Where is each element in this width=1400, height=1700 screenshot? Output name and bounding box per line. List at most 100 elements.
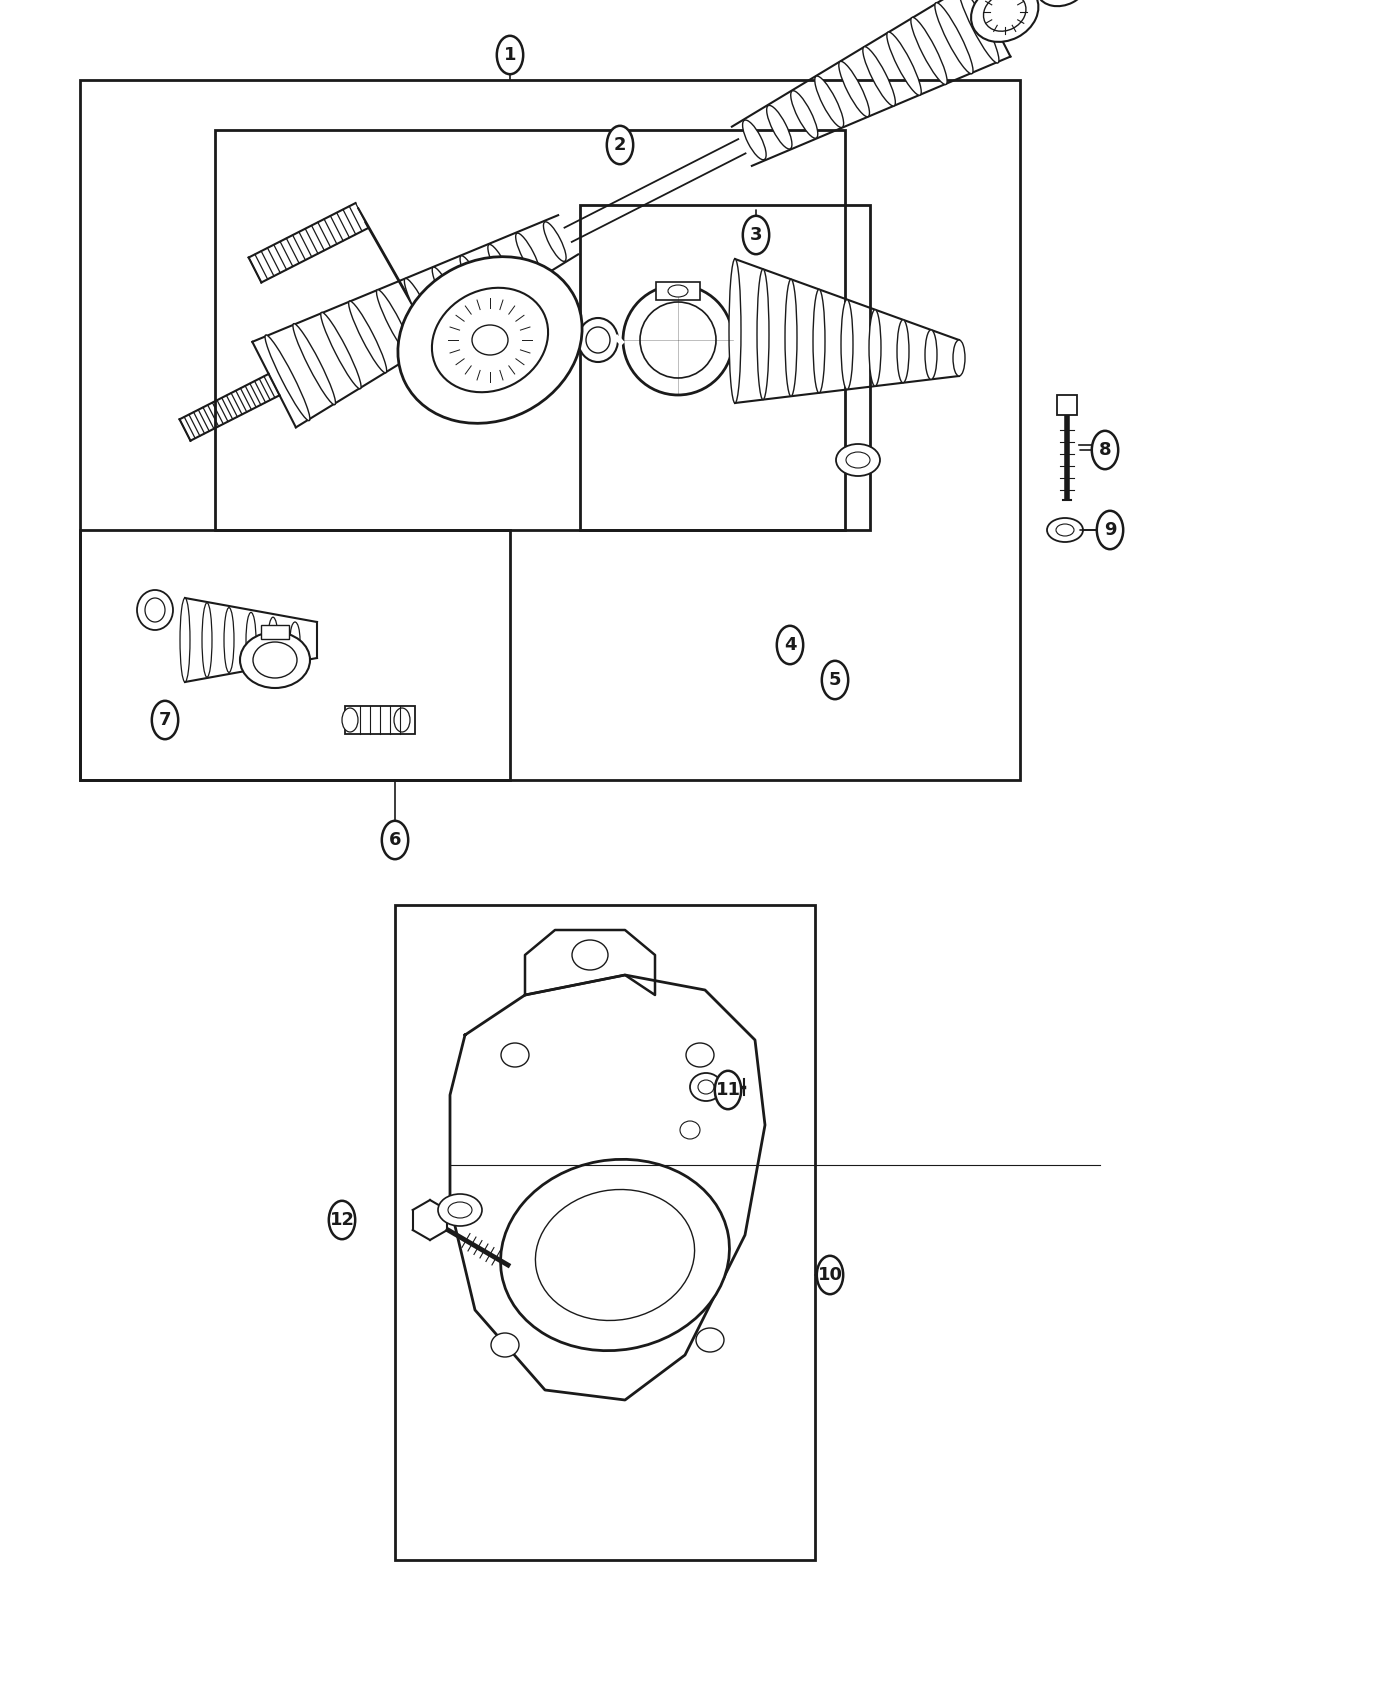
Ellipse shape xyxy=(680,1120,700,1139)
Ellipse shape xyxy=(935,3,973,73)
Ellipse shape xyxy=(699,1080,714,1095)
Ellipse shape xyxy=(959,0,1000,63)
Text: 10: 10 xyxy=(818,1266,843,1284)
Text: 6: 6 xyxy=(389,831,402,848)
Ellipse shape xyxy=(953,340,965,376)
Ellipse shape xyxy=(137,590,174,631)
Ellipse shape xyxy=(841,299,853,389)
Ellipse shape xyxy=(461,255,489,309)
Ellipse shape xyxy=(1096,510,1123,549)
Ellipse shape xyxy=(487,245,515,292)
Ellipse shape xyxy=(972,0,1039,42)
Text: 7: 7 xyxy=(158,711,171,729)
Ellipse shape xyxy=(777,626,804,665)
Ellipse shape xyxy=(1056,524,1074,536)
Text: 5: 5 xyxy=(829,672,841,688)
Ellipse shape xyxy=(433,287,547,393)
Ellipse shape xyxy=(239,632,309,688)
Ellipse shape xyxy=(742,121,766,160)
Ellipse shape xyxy=(543,221,566,262)
Ellipse shape xyxy=(497,36,524,75)
Ellipse shape xyxy=(393,707,410,733)
Ellipse shape xyxy=(767,105,792,150)
Ellipse shape xyxy=(491,1333,519,1357)
Ellipse shape xyxy=(501,1044,529,1068)
Ellipse shape xyxy=(265,335,309,420)
Text: 11: 11 xyxy=(715,1081,741,1098)
Text: 12: 12 xyxy=(329,1210,354,1229)
Ellipse shape xyxy=(897,320,909,382)
Ellipse shape xyxy=(349,301,386,372)
Ellipse shape xyxy=(822,661,848,699)
Ellipse shape xyxy=(1092,430,1119,469)
Ellipse shape xyxy=(715,1071,741,1108)
Ellipse shape xyxy=(1036,0,1089,7)
Text: 3: 3 xyxy=(750,226,762,245)
Ellipse shape xyxy=(813,289,825,393)
Ellipse shape xyxy=(382,821,409,858)
Ellipse shape xyxy=(729,258,741,403)
Ellipse shape xyxy=(573,940,608,971)
Ellipse shape xyxy=(587,326,610,354)
Ellipse shape xyxy=(377,289,412,357)
Ellipse shape xyxy=(181,598,190,682)
Ellipse shape xyxy=(448,1202,472,1217)
Ellipse shape xyxy=(690,1073,722,1102)
Ellipse shape xyxy=(253,643,297,678)
Ellipse shape xyxy=(983,0,1026,31)
Bar xyxy=(260,626,288,639)
Ellipse shape xyxy=(869,309,881,386)
Ellipse shape xyxy=(405,279,438,342)
Ellipse shape xyxy=(342,707,358,733)
Ellipse shape xyxy=(816,1256,843,1294)
Ellipse shape xyxy=(686,1044,714,1068)
Text: 1: 1 xyxy=(504,46,517,65)
Ellipse shape xyxy=(246,612,256,668)
Ellipse shape xyxy=(668,286,687,298)
Ellipse shape xyxy=(321,313,361,389)
Ellipse shape xyxy=(290,622,300,658)
Ellipse shape xyxy=(846,452,869,468)
Ellipse shape xyxy=(757,269,769,400)
Bar xyxy=(580,206,869,530)
Ellipse shape xyxy=(862,46,896,105)
Text: 8: 8 xyxy=(1099,440,1112,459)
Ellipse shape xyxy=(535,1190,694,1321)
Ellipse shape xyxy=(743,216,769,255)
Ellipse shape xyxy=(515,233,540,277)
Ellipse shape xyxy=(886,32,921,95)
Ellipse shape xyxy=(433,267,463,325)
Ellipse shape xyxy=(501,1159,729,1352)
Bar xyxy=(657,282,700,299)
Ellipse shape xyxy=(438,1193,482,1226)
Ellipse shape xyxy=(267,617,279,663)
Bar xyxy=(344,706,414,734)
Ellipse shape xyxy=(578,318,617,362)
Bar xyxy=(216,129,846,530)
Ellipse shape xyxy=(696,1328,724,1352)
Ellipse shape xyxy=(146,598,165,622)
Bar xyxy=(395,904,815,1561)
Ellipse shape xyxy=(791,90,818,138)
Ellipse shape xyxy=(606,126,633,165)
Ellipse shape xyxy=(623,286,734,394)
Ellipse shape xyxy=(925,330,937,379)
Ellipse shape xyxy=(839,61,869,117)
Ellipse shape xyxy=(224,607,234,673)
Ellipse shape xyxy=(640,303,715,377)
Ellipse shape xyxy=(293,323,336,405)
Ellipse shape xyxy=(836,444,881,476)
Ellipse shape xyxy=(472,325,508,355)
Ellipse shape xyxy=(151,700,178,740)
Bar xyxy=(1057,394,1077,415)
Ellipse shape xyxy=(815,76,844,128)
Text: 2: 2 xyxy=(613,136,626,155)
Bar xyxy=(80,530,510,780)
Ellipse shape xyxy=(1047,518,1084,542)
Text: 4: 4 xyxy=(784,636,797,654)
Ellipse shape xyxy=(785,279,797,396)
Bar xyxy=(80,80,1021,780)
Ellipse shape xyxy=(911,17,948,85)
Ellipse shape xyxy=(398,257,582,423)
Text: 9: 9 xyxy=(1103,520,1116,539)
